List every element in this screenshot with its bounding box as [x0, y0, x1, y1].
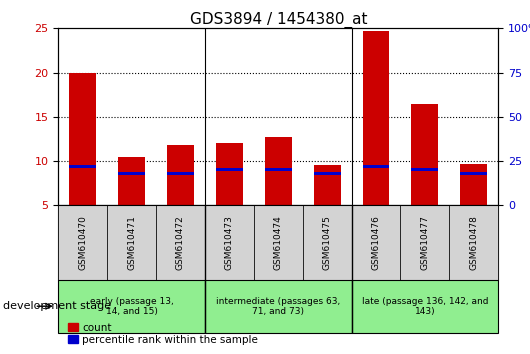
Bar	[216, 169, 243, 171]
Bar	[265, 169, 292, 171]
Bar	[314, 172, 341, 175]
Bar	[69, 165, 96, 168]
Bar	[69, 73, 96, 205]
Text: GSM610472: GSM610472	[176, 215, 185, 270]
Text: GSM610473: GSM610473	[225, 215, 234, 270]
Bar	[58, 205, 107, 280]
Text: GSM610476: GSM610476	[372, 215, 381, 270]
Bar	[205, 205, 254, 280]
Bar	[363, 165, 390, 168]
Bar	[303, 205, 351, 280]
Bar	[167, 172, 194, 175]
Bar	[401, 205, 449, 280]
Bar	[58, 280, 205, 333]
Bar	[314, 165, 341, 205]
Bar	[363, 31, 390, 205]
Bar	[118, 156, 145, 205]
Bar	[216, 143, 243, 205]
Bar	[449, 205, 498, 280]
Bar	[461, 164, 487, 205]
Text: GSM610475: GSM610475	[323, 215, 332, 270]
Bar	[254, 205, 303, 280]
Text: GSM610477: GSM610477	[420, 215, 429, 270]
Text: GSM610474: GSM610474	[274, 215, 282, 270]
Bar	[461, 172, 487, 175]
Text: intermediate (passages 63,
71, and 73): intermediate (passages 63, 71, and 73)	[216, 297, 340, 316]
Bar	[411, 169, 438, 171]
Bar	[118, 172, 145, 175]
Text: GSM610470: GSM610470	[78, 215, 87, 270]
Text: late (passage 136, 142, and
143): late (passage 136, 142, and 143)	[361, 297, 488, 316]
Bar	[205, 280, 351, 333]
Text: GSM610471: GSM610471	[127, 215, 136, 270]
Bar	[265, 137, 292, 205]
Bar	[107, 205, 156, 280]
Text: development stage: development stage	[3, 301, 111, 311]
Text: GSM610478: GSM610478	[469, 215, 478, 270]
Bar	[411, 104, 438, 205]
Bar	[167, 145, 194, 205]
Bar	[351, 280, 498, 333]
Legend: count, percentile rank within the sample: count, percentile rank within the sample	[64, 318, 262, 349]
Bar	[156, 205, 205, 280]
Bar	[351, 205, 401, 280]
Text: early (passage 13,
14, and 15): early (passage 13, 14, and 15)	[90, 297, 173, 316]
Title: GDS3894 / 1454380_at: GDS3894 / 1454380_at	[190, 12, 367, 28]
